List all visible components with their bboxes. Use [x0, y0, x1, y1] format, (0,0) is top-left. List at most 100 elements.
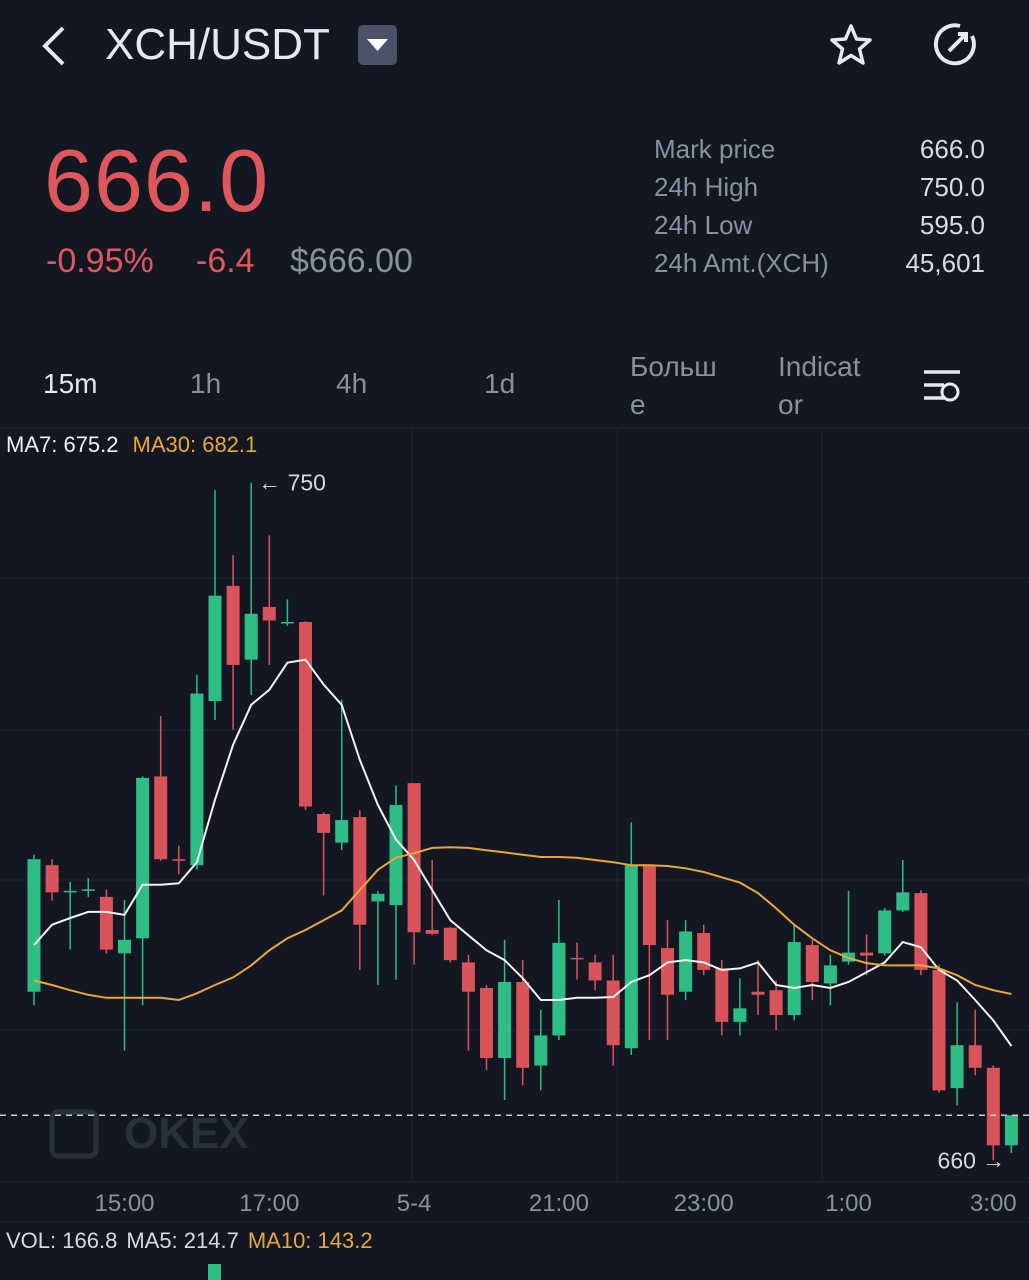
pair-title[interactable]: XCH/USDT [105, 20, 330, 69]
back-icon[interactable] [42, 26, 65, 66]
candle-body [299, 622, 312, 807]
candle-body [534, 1035, 548, 1066]
candle-body [570, 957, 584, 960]
timeframe-tab[interactable]: Больше [630, 351, 717, 420]
volume-legend-entry: MA5: 214.7 [126, 1228, 239, 1253]
candle-body [950, 1045, 964, 1089]
timeframe-tab[interactable]: 15m [43, 368, 98, 399]
candle-body [190, 693, 204, 866]
x-tick-label: 5-4 [397, 1190, 432, 1217]
stat-label: Mark price [654, 134, 776, 164]
x-tick-label: 3:00 [970, 1190, 1017, 1217]
x-tick-label: 23:00 [674, 1190, 734, 1217]
candle-body [262, 606, 276, 621]
stat-label: 24h High [654, 172, 759, 202]
candle-body [769, 990, 783, 1016]
candle-body [45, 865, 59, 893]
candle-body [27, 859, 41, 992]
candle-body [425, 930, 439, 934]
candle-body [679, 931, 693, 992]
candle-body [860, 952, 874, 956]
candle-body [226, 585, 240, 665]
timeframe-tab[interactable]: 1h [190, 368, 222, 399]
stat-label: 24h Low [654, 210, 753, 240]
extreme-label: 660 → [938, 1147, 1006, 1173]
legend-entry: MA30: 682.1 [133, 432, 258, 457]
x-tick-label: 17:00 [239, 1190, 299, 1217]
candle-body [407, 783, 421, 933]
stat-label: 24h Amt.(XCH) [654, 248, 829, 278]
candle-body [751, 991, 765, 995]
volume-legend: VOL: 166.8 MA5: 214.7 MA10: 143.2 [6, 1228, 373, 1253]
candle-body [896, 892, 910, 911]
x-tick-label: 21:00 [529, 1190, 589, 1217]
timeframe-tab[interactable]: 1d [484, 368, 516, 399]
x-tick-label: 1:00 [825, 1190, 872, 1217]
ma-line [33, 846, 1012, 1002]
stat-value: 595.0 [919, 210, 985, 240]
candle-body [661, 948, 674, 995]
change-amount: -6.4 [196, 242, 255, 280]
candle-body [81, 889, 95, 891]
candle-body [986, 1067, 1000, 1146]
volume-legend-entry: VOL: 166.8 [6, 1228, 117, 1253]
candle-body [280, 622, 294, 624]
x-tick-label: 15:00 [94, 1190, 154, 1217]
candle-body [136, 777, 150, 939]
candle-body [99, 896, 113, 950]
candle-body [1004, 1115, 1018, 1146]
candle-body [480, 987, 493, 1059]
candle-body [914, 893, 928, 970]
candle-body [805, 945, 819, 982]
watermark: OKEX [124, 1109, 249, 1158]
candle-body [787, 942, 801, 1016]
candle-body [823, 965, 837, 984]
candle-body [968, 1045, 982, 1068]
settings-gear [940, 382, 960, 402]
candle-body [642, 865, 656, 946]
candle-body [588, 962, 602, 981]
change-percent: -0.95% [46, 242, 154, 280]
candle-body [335, 820, 349, 843]
candle-body [878, 910, 892, 954]
candle-body [552, 942, 566, 1036]
favorite-icon[interactable] [830, 24, 872, 65]
volume-legend-entry: MA10: 143.2 [248, 1228, 373, 1253]
volume-bar [208, 1264, 221, 1280]
candle-body [208, 595, 222, 702]
stat-value: 750.0 [919, 172, 985, 202]
timeframe-tab[interactable]: Indicator [778, 351, 861, 420]
candle-body [715, 968, 729, 1022]
candle-body [353, 817, 367, 925]
refresh-icon[interactable] [933, 23, 976, 66]
timeframe-tab[interactable]: 4h [336, 368, 368, 399]
extreme-label: ← 750 [258, 470, 326, 496]
dropdown-arrow [367, 39, 388, 51]
candle-body [606, 980, 620, 1046]
candle-body [389, 805, 403, 906]
candle-body [697, 933, 711, 970]
last-price: 666.0 [44, 131, 270, 230]
candle-body [63, 890, 77, 893]
refresh-arrow [947, 32, 968, 53]
candle-body [244, 613, 258, 660]
ma-line [33, 658, 1013, 1047]
candle-body [443, 927, 457, 961]
candle-body [371, 893, 385, 902]
settings-icon[interactable] [924, 370, 960, 400]
legend-entry: MA7: 675.2 [6, 432, 119, 457]
candle-body [516, 981, 530, 1068]
candle-body [498, 981, 512, 1059]
stat-value: 45,601 [905, 248, 985, 278]
candle-body [118, 939, 131, 954]
candle-body [172, 859, 186, 861]
candle-body [733, 1008, 747, 1022]
stat-value: 666.0 [919, 134, 985, 164]
candle-body [932, 969, 946, 1091]
watermark-icon [49, 1109, 99, 1159]
candle-body [317, 814, 331, 833]
candle-body [624, 865, 638, 1049]
